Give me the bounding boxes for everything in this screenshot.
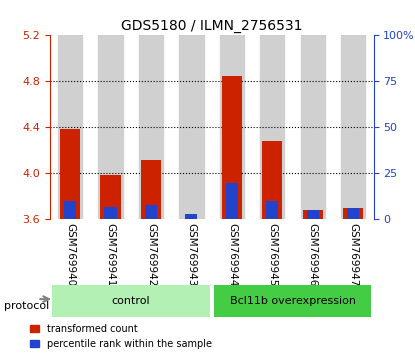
Text: protocol: protocol (4, 301, 49, 311)
Bar (145, 205, 157, 219)
Text: GSM769940: GSM769940 (65, 223, 75, 286)
Bar (262, 141, 283, 219)
Bar (186, 214, 198, 219)
Bar (141, 160, 161, 219)
Bar (307, 210, 319, 219)
Bar (347, 209, 359, 219)
Bar (58, 35, 82, 219)
Bar (303, 210, 323, 219)
Text: GSM769944: GSM769944 (227, 223, 237, 286)
Text: GSM769943: GSM769943 (186, 223, 196, 286)
Bar (266, 201, 278, 219)
Bar (139, 35, 163, 219)
Bar (179, 35, 203, 219)
Bar (343, 208, 364, 219)
Bar (98, 35, 123, 219)
Text: GSM769947: GSM769947 (348, 223, 358, 286)
Text: GSM769942: GSM769942 (146, 223, 156, 286)
Bar (100, 175, 121, 219)
Text: GSM769945: GSM769945 (267, 223, 277, 286)
Bar (226, 183, 238, 219)
Text: GSM769941: GSM769941 (105, 223, 115, 286)
FancyBboxPatch shape (214, 285, 371, 317)
Bar (220, 35, 244, 219)
Bar (60, 129, 80, 219)
Bar (341, 35, 365, 219)
Bar (260, 35, 285, 219)
Bar (300, 35, 325, 219)
Text: GSM769946: GSM769946 (308, 223, 318, 286)
Bar (64, 201, 76, 219)
Bar (105, 207, 117, 219)
FancyBboxPatch shape (52, 285, 210, 317)
Text: Bcl11b overexpression: Bcl11b overexpression (229, 296, 356, 306)
Title: GDS5180 / ILMN_2756531: GDS5180 / ILMN_2756531 (121, 19, 303, 33)
Legend: transformed count, percentile rank within the sample: transformed count, percentile rank withi… (26, 320, 216, 353)
Text: control: control (111, 296, 150, 306)
Bar (222, 76, 242, 219)
